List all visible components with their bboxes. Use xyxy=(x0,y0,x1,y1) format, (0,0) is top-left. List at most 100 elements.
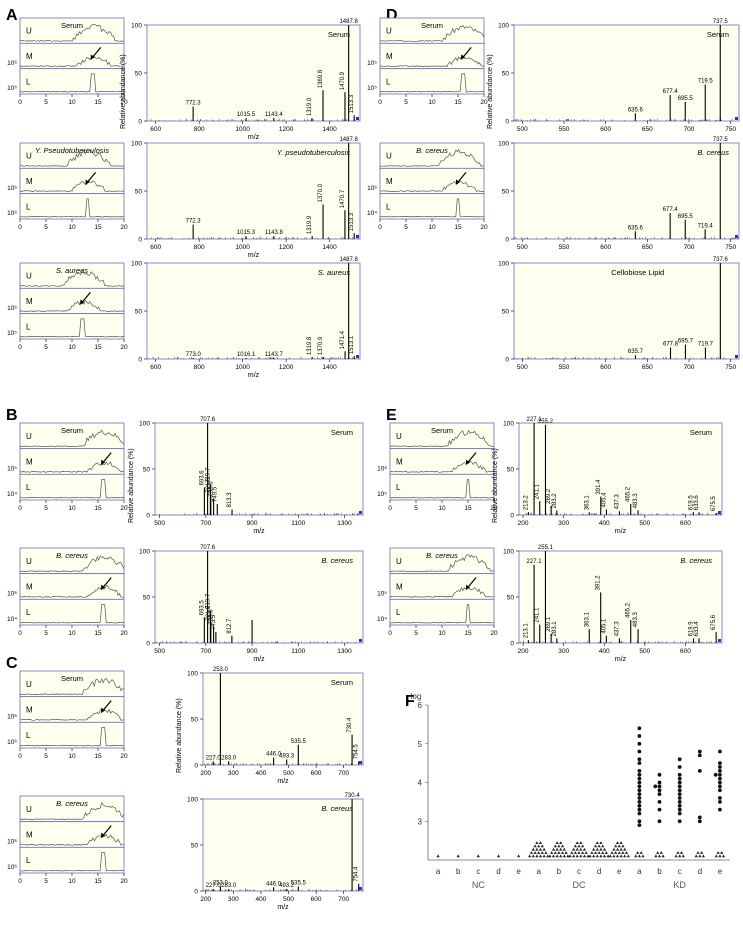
triangle-marker xyxy=(535,854,539,858)
lane-label: U xyxy=(396,557,402,566)
peak-label: 227.0 xyxy=(206,755,222,761)
x-tick-label: 1100 xyxy=(291,520,305,527)
spectrum-frame xyxy=(202,672,364,766)
data-point xyxy=(718,772,722,777)
x-axis-label: m/z xyxy=(615,656,627,663)
peak-label: 493.3 xyxy=(279,753,295,759)
trace-frame xyxy=(19,696,125,723)
peak-label: 677.4 xyxy=(663,207,679,213)
lane-label: M xyxy=(386,177,393,186)
chromatogram-C-2: U M 10⁶ L 10⁶ B. cereus 0 5 10 15 20 xyxy=(7,795,128,885)
triangle-marker xyxy=(615,847,620,851)
chromatogram-sample: Serum xyxy=(61,426,83,435)
x-tick-label: 550 xyxy=(559,244,570,251)
data-point xyxy=(637,749,642,754)
triangle-marker xyxy=(597,844,601,848)
peak-label: 721.6 xyxy=(206,605,212,621)
lane-label: U xyxy=(26,152,32,161)
data-point xyxy=(637,792,642,796)
triangle-marker xyxy=(599,841,603,844)
data-point xyxy=(677,765,682,769)
intensity-scale: 10⁵ xyxy=(7,330,17,337)
peak-label: 437.3 xyxy=(614,494,620,510)
spectrum-frame xyxy=(202,798,364,892)
y-tick-label: 50 xyxy=(191,717,199,724)
chromatogram-A-2: U M 10⁶ L 10⁶ Y. Pseudotuberculosis 0 5 10 15 20 xyxy=(7,142,128,231)
triangle-marker xyxy=(602,847,607,851)
chromatogram-trace xyxy=(20,708,125,721)
trace-frame xyxy=(19,573,125,600)
triangle-marker xyxy=(562,854,566,858)
x-tick-label: 500 xyxy=(154,648,165,655)
x-tick-label: 200 xyxy=(200,770,211,777)
peak-label: 772.3 xyxy=(186,101,202,107)
peak-label: 695.5 xyxy=(678,96,694,102)
spectrum-frame xyxy=(518,550,723,644)
intensity-scale: 10⁶ xyxy=(7,85,17,92)
intensity-scale: 10⁶ xyxy=(7,838,17,845)
x-tick-label: 600 xyxy=(150,364,161,371)
data-point xyxy=(637,784,642,789)
data-point xyxy=(718,769,722,773)
x-tick-label: 15 xyxy=(94,878,102,885)
lane-label: L xyxy=(396,608,401,617)
peak-label: 1370.0 xyxy=(318,183,324,202)
peak-label: 730.4 xyxy=(347,717,353,733)
y-tick-label: 100 xyxy=(503,421,514,428)
data-point xyxy=(637,819,642,824)
x-tick-label: 15 xyxy=(94,344,102,351)
chromatogram-trace xyxy=(19,73,125,93)
x-tick-label: 200 xyxy=(518,520,529,527)
triangle-marker xyxy=(564,851,568,854)
spectrum-sample: Serum xyxy=(690,428,712,437)
intensity-scale: 10⁶ xyxy=(7,590,17,597)
x-tick-label: 1100 xyxy=(291,648,305,655)
y-tick-label: 0 xyxy=(510,513,514,520)
y-tick-label: 0 xyxy=(510,641,514,648)
triangle-marker xyxy=(714,854,718,858)
y-tick-label: 50 xyxy=(135,189,143,196)
lane-label: U xyxy=(26,805,32,814)
peak-label: 812.7 xyxy=(227,618,233,634)
lane-label: L xyxy=(26,77,31,86)
peak-label: 749.5 xyxy=(212,486,218,502)
lane-label: L xyxy=(396,483,401,492)
y-tick-label: 50 xyxy=(502,309,510,316)
triangle-marker xyxy=(540,844,544,848)
triangle-marker xyxy=(615,854,620,858)
x-tick-label: 600 xyxy=(600,126,611,133)
lane-label: M xyxy=(26,52,33,61)
chromatogram-C-1: U M 10⁶ L 10⁶ Serum 0 5 10 15 20 xyxy=(7,670,128,760)
y-tick-label: 3 xyxy=(418,817,423,826)
triangle-marker xyxy=(718,854,722,858)
y-tick-label: 0 xyxy=(146,513,150,520)
peak-label: 730.4 xyxy=(345,793,361,799)
intensity-scale: 10⁴ xyxy=(377,616,387,623)
triangle-marker xyxy=(436,854,440,858)
trace-frame xyxy=(379,193,485,220)
x-tick-label: 550 xyxy=(559,364,570,371)
peak-label: 1015.3 xyxy=(237,230,256,236)
lane-label: M xyxy=(26,297,33,306)
intensity-scale: 10⁴ xyxy=(7,491,17,498)
intensity-scale: 10⁵ xyxy=(377,590,387,597)
triangle-marker xyxy=(698,854,702,858)
end-marker xyxy=(718,639,721,642)
lane-label: M xyxy=(396,458,403,467)
x-tick-label: 0 xyxy=(388,505,392,512)
spectrum-sample: Serum xyxy=(707,30,729,39)
spectrum-sample: S. aureus xyxy=(318,268,350,277)
trace-frame xyxy=(19,422,125,450)
trace-frame xyxy=(389,473,495,501)
peak-label: 535.5 xyxy=(291,880,307,886)
triangle-marker xyxy=(617,851,621,854)
y-tick-label: 0 xyxy=(146,641,150,648)
x-tick-label: 600 xyxy=(600,364,611,371)
data-point xyxy=(657,792,662,796)
peak-label: 675.5 xyxy=(711,495,717,511)
peak-label: 707.6 xyxy=(200,417,216,423)
data-point xyxy=(677,803,682,808)
